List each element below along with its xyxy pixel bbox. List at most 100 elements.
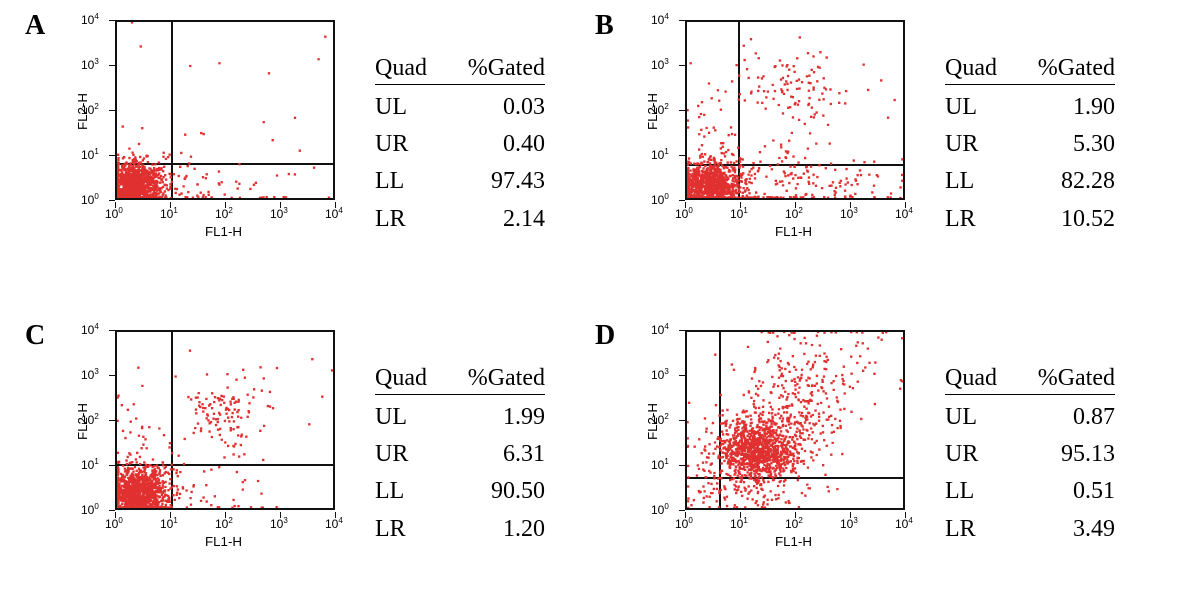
stats-header: Quad %Gated [375,55,545,85]
stats-row: UR6.31 [375,436,545,473]
stats-row: UL0.87 [945,399,1115,436]
y-tick-label: 100 [81,504,105,516]
stats-val: 0.87 [1015,399,1115,436]
stats-val: 5.30 [1015,126,1115,163]
stats-row: LL97.43 [375,163,545,200]
stats-header-quad: Quad [945,55,1015,82]
stats-val: 0.03 [445,89,545,126]
stats-row: UL1.99 [375,399,545,436]
stats-quad: UR [375,126,445,163]
y-tick-label: 104 [81,14,105,26]
x-tick-label: 101 [730,208,748,220]
y-tick [679,20,685,21]
y-tick-label: 103 [651,369,675,381]
x-tick-label: 101 [160,208,178,220]
stats-quad: LR [375,511,445,548]
panel-B: B 100100101101102102103103104104FL1-HFL2… [595,10,1165,285]
x-tick-label: 101 [730,518,748,530]
y-tick [109,375,115,376]
stats-quad: UR [375,436,445,473]
stats-quad: LL [375,163,445,200]
y-axis-label: FL2-H [645,403,660,440]
scatter-plot-A [115,20,335,200]
x-tick-label: 102 [785,208,803,220]
scatter-plot-D [685,330,905,510]
y-tick [679,110,685,111]
y-tick-label: 100 [81,194,105,206]
stats-quad: UR [945,436,1015,473]
stats-header-gated: %Gated [445,55,545,82]
x-axis-label: FL1-H [775,534,812,549]
y-tick [109,465,115,466]
stats-row: UR5.30 [945,126,1115,163]
stats-val: 0.51 [1015,473,1115,510]
stats-val: 1.99 [445,399,545,436]
stats-val: 1.90 [1015,89,1115,126]
stats-header-gated: %Gated [445,365,545,392]
x-tick-label: 102 [215,208,233,220]
stats-val: 95.13 [1015,436,1115,473]
y-tick [679,155,685,156]
stats-row: UL0.03 [375,89,545,126]
x-axis-label: FL1-H [205,534,242,549]
stats-table-D: Quad %Gated UL0.87 UR95.13 LL0.51 LR3.49 [945,365,1115,548]
stats-row: LL0.51 [945,473,1115,510]
y-tick [679,465,685,466]
stats-row: UL1.90 [945,89,1115,126]
panel-D: D 100100101101102102103103104104FL1-HFL2… [595,320,1165,595]
stats-header-quad: Quad [375,55,445,82]
plot-wrap-D: 100100101101102102103103104104FL1-HFL2-H [685,330,905,510]
scatter-points [687,332,903,508]
stats-quad: LR [375,201,445,238]
stats-quad: LR [945,201,1015,238]
x-tick-label: 104 [325,208,343,220]
panel-A: A 100100101101102102103103104104FL1-HFL2… [25,10,595,285]
x-tick-label: 104 [895,208,913,220]
stats-val: 82.28 [1015,163,1115,200]
stats-quad: LL [375,473,445,510]
stats-table-A: Quad %Gated UL0.03 UR0.40 LL97.43 LR2.14 [375,55,545,238]
panel-label-D: D [595,320,615,352]
stats-val: 90.50 [445,473,545,510]
stats-quad: UL [945,399,1015,436]
stats-header: Quad %Gated [945,55,1115,85]
y-tick [109,510,115,511]
panel-label-A: A [25,10,45,42]
stats-row: UR0.40 [375,126,545,163]
plot-wrap-B: 100100101101102102103103104104FL1-HFL2-H [685,20,905,200]
y-tick-label: 104 [81,324,105,336]
scatter-plot-B [685,20,905,200]
y-tick-label: 103 [81,369,105,381]
x-tick-label: 100 [675,518,693,530]
x-tick-label: 103 [270,208,288,220]
scatter-points [117,22,333,198]
stats-header: Quad %Gated [945,365,1115,395]
stats-val: 97.43 [445,163,545,200]
stats-row: LR1.20 [375,511,545,548]
stats-quad: UL [375,399,445,436]
x-axis-label: FL1-H [775,224,812,239]
y-tick-label: 104 [651,324,675,336]
stats-row: LL90.50 [375,473,545,510]
stats-header-gated: %Gated [1015,55,1115,82]
y-tick [679,510,685,511]
y-tick-label: 101 [651,459,675,471]
stats-row: UR95.13 [945,436,1115,473]
x-tick-label: 100 [105,518,123,530]
stats-quad: UL [945,89,1015,126]
stats-row: LR2.14 [375,201,545,238]
plot-wrap-C: 100100101101102102103103104104FL1-HFL2-H [115,330,335,510]
y-tick [679,200,685,201]
scatter-plot-C [115,330,335,510]
x-tick-label: 103 [840,208,858,220]
figure-root: A 100100101101102102103103104104FL1-HFL2… [0,0,1200,595]
stats-header-quad: Quad [375,365,445,392]
stats-quad: UL [375,89,445,126]
stats-quad: LR [945,511,1015,548]
y-axis-label: FL2-H [75,93,90,130]
stats-val: 3.49 [1015,511,1115,548]
scatter-points [687,22,903,198]
y-tick [109,155,115,156]
stats-table-C: Quad %Gated UL1.99 UR6.31 LL90.50 LR1.20 [375,365,545,548]
y-tick [679,330,685,331]
